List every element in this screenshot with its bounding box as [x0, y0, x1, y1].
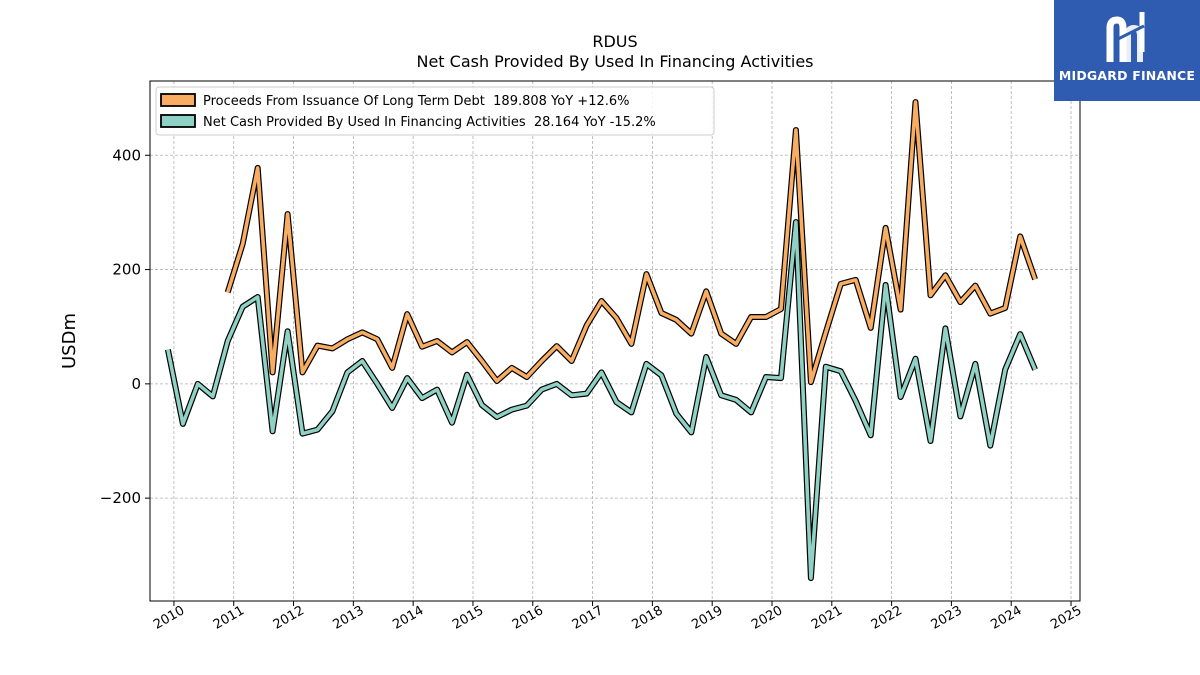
x-tick-label: 2012	[271, 603, 307, 633]
x-tick-label: 2022	[869, 603, 905, 633]
chart-title: RDUS	[592, 32, 637, 51]
x-tick-label: 2018	[630, 603, 666, 633]
x-tick-label: 2010	[151, 603, 187, 633]
legend-box	[155, 86, 715, 136]
x-tick-label: 2011	[211, 603, 247, 633]
series-line-1	[166, 220, 1037, 580]
x-tick-label: 2013	[331, 603, 367, 633]
x-tick-label: 2014	[390, 603, 426, 633]
x-tick-label: 2021	[809, 603, 845, 633]
x-tick-label: 2016	[510, 603, 546, 633]
series-layer	[164, 99, 1038, 582]
y-tick-label: 400	[112, 146, 141, 164]
x-tick-label: 2015	[450, 603, 486, 633]
y-axis-label: USDm	[59, 313, 80, 369]
legend-label-debt-issuance: Proceeds From Issuance Of Long Term Debt…	[203, 94, 630, 109]
x-tick-label: 2017	[570, 603, 606, 633]
series-line-0	[225, 100, 1037, 384]
y-tick-label: −200	[100, 489, 141, 507]
legend-swatch-financing	[160, 114, 196, 128]
legend: Proceeds From Issuance Of Long Term Debt…	[155, 86, 715, 136]
grid	[150, 81, 1080, 601]
brand-logo: MIDGARD FINANCE	[1054, 0, 1200, 101]
x-tick-label: 2023	[929, 603, 965, 633]
legend-label-financing: Net Cash Provided By Used In Financing A…	[203, 115, 656, 130]
midgard-m-logo-icon	[1106, 12, 1145, 62]
x-tick-label: 2025	[1048, 603, 1084, 633]
x-tick-label: 2019	[689, 603, 725, 633]
brand-name: MIDGARD FINANCE	[1058, 68, 1196, 83]
x-tick-label: 2024	[988, 603, 1024, 633]
legend-swatch-debt-issuance	[160, 93, 196, 107]
y-tick-label: 0	[131, 375, 141, 393]
plot-frame	[149, 80, 1081, 602]
x-tick-label: 2020	[749, 603, 785, 633]
y-tick-label: 200	[112, 261, 141, 279]
chart-subtitle: Net Cash Provided By Used In Financing A…	[416, 52, 813, 71]
